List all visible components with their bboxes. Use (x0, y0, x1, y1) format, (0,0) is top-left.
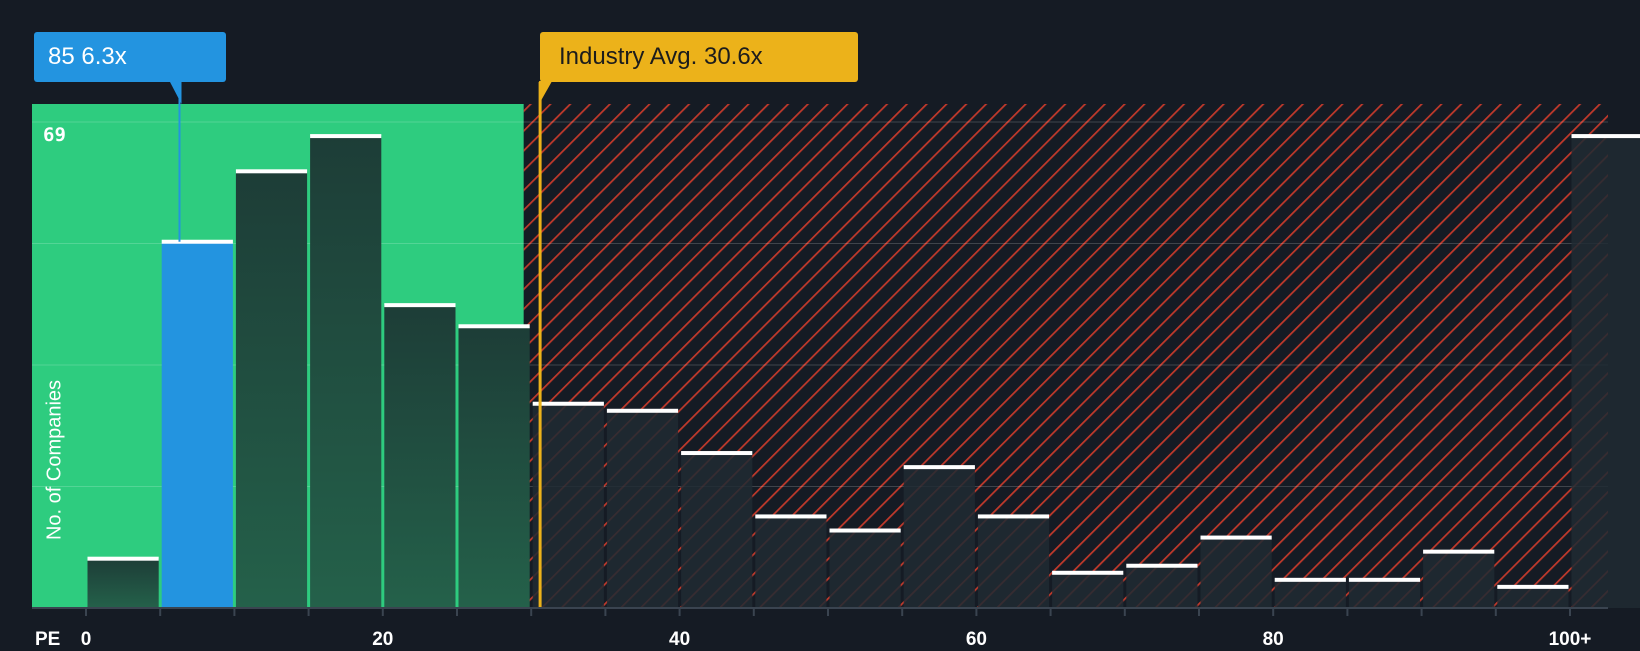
histogram-bar (978, 516, 1049, 608)
x-tick-label: 100+ (1549, 629, 1592, 651)
histogram-bar-cap (904, 465, 975, 469)
histogram-bar-cap (236, 169, 307, 173)
x-tick-label: 20 (372, 629, 393, 651)
histogram-bar (88, 559, 159, 608)
histogram-bar-cap (1497, 585, 1568, 589)
histogram-bar-cap (1572, 134, 1640, 138)
histogram-bar (1572, 136, 1640, 608)
histogram-bar-cap (310, 134, 381, 138)
histogram-bar-cap (755, 514, 826, 518)
x-axis-title: PE (35, 629, 60, 651)
x-tick-label: 60 (966, 629, 987, 651)
histogram-bar-cap (607, 409, 678, 413)
histogram-bar-cap (459, 324, 530, 328)
histogram-bar (1275, 580, 1346, 608)
histogram-bar (830, 531, 901, 608)
histogram-bar (904, 467, 975, 608)
x-tick-label: 0 (81, 629, 92, 651)
industry-average-callout: Industry Avg. 30.6x (540, 32, 858, 82)
histogram-bar (1201, 538, 1272, 608)
histogram-bar (1423, 552, 1494, 608)
histogram-bar-cap (384, 303, 455, 307)
histogram-bar (1497, 587, 1568, 608)
x-tick-label: 80 (1263, 629, 1284, 651)
x-tick-label: 40 (669, 629, 690, 651)
histogram-bar-cap (681, 451, 752, 455)
histogram-bar (310, 136, 381, 608)
histogram-bar (384, 305, 455, 608)
histogram-bar-cap (978, 514, 1049, 518)
y-axis-title: No. of Companies (44, 380, 67, 540)
histogram-bar-cap (1349, 578, 1420, 582)
histogram-bar-cap (88, 557, 159, 561)
histogram-bar-cap (162, 240, 233, 244)
histogram-bar-cap (830, 529, 901, 533)
histogram-bar (533, 404, 604, 608)
histogram-bar-cap (1201, 536, 1272, 540)
histogram-bar-cap (533, 402, 604, 406)
histogram-bar (236, 171, 307, 608)
histogram-bar-cap (1126, 564, 1197, 568)
histogram-bar (1126, 566, 1197, 608)
company-pe-callout: 85 6.3x (34, 32, 226, 82)
histogram-bar (162, 242, 233, 608)
histogram-bar (755, 516, 826, 608)
histogram-bar (459, 326, 530, 608)
histogram-bar-cap (1275, 578, 1346, 582)
histogram-bar-cap (1423, 550, 1494, 554)
histogram-bar-cap (1052, 571, 1123, 575)
histogram-bar (681, 453, 752, 608)
y-axis-max-label: 69 (43, 124, 66, 146)
histogram-bar (607, 411, 678, 608)
histogram-bar (1349, 580, 1420, 608)
histogram-bar (1052, 573, 1123, 608)
